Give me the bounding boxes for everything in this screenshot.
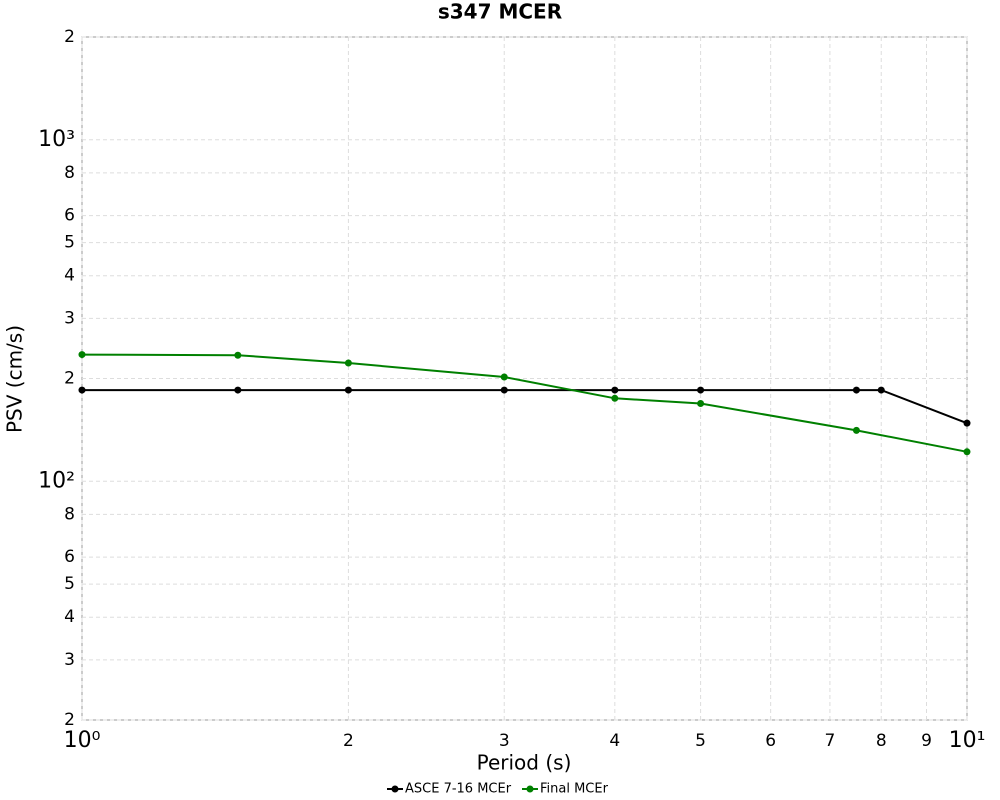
point: [234, 386, 242, 394]
chart-title: s347 MCER: [438, 0, 562, 24]
legend-text: ASCE 7-16 MCEr: [405, 782, 512, 797]
point: [500, 373, 508, 381]
y-tick-label: 4: [64, 266, 75, 286]
y-tick-label: 8: [64, 163, 75, 183]
point: [611, 386, 619, 394]
point: [852, 426, 860, 434]
x-tick-label: 6: [765, 731, 776, 751]
x-tick-label: 5: [695, 731, 706, 751]
point: [611, 394, 619, 402]
x-axis-label: Period (s): [477, 751, 572, 775]
point: [963, 419, 971, 427]
legend-text: Final MCEr: [540, 782, 609, 797]
point: [697, 386, 705, 394]
x-tick-label: 2: [343, 731, 354, 751]
x-tick-label: 4: [609, 731, 620, 751]
x-tick-label: 3: [499, 731, 510, 751]
y-tick-label: 6: [64, 206, 75, 226]
point: [78, 386, 86, 394]
legend-marker: [391, 785, 399, 793]
point: [234, 351, 242, 359]
point: [963, 448, 971, 456]
y-tick-label: 8: [64, 504, 75, 524]
line: [81, 353, 968, 453]
y-tick-label: 4: [64, 607, 75, 627]
x-tick-label: 7: [824, 731, 835, 751]
point: [500, 386, 508, 394]
x-tick-label: 10¹: [949, 728, 986, 753]
y-tick-label: 10²: [38, 468, 75, 493]
y-axis-label: PSV (cm/s): [3, 325, 27, 433]
x-tick-label: 8: [876, 731, 887, 751]
point: [877, 386, 885, 394]
y-tick-label: 2: [64, 27, 75, 47]
y-tick-label: 5: [64, 574, 75, 594]
point: [852, 386, 860, 394]
y-tick-label: 2: [64, 369, 75, 389]
point: [697, 399, 705, 407]
x-tick-label: 9: [921, 731, 932, 751]
y-tick-label: 10³: [38, 127, 75, 152]
y-tick-label: 2: [64, 710, 75, 730]
point: [78, 351, 86, 359]
point: [344, 359, 352, 367]
point: [344, 386, 352, 394]
y-tick-label: 3: [64, 308, 75, 328]
y-tick-label: 5: [64, 233, 75, 253]
y-tick-label: 6: [64, 547, 75, 567]
x-tick-label: 10⁰: [64, 728, 101, 753]
legend-marker: [526, 785, 534, 793]
y-tick-label: 3: [64, 650, 75, 670]
